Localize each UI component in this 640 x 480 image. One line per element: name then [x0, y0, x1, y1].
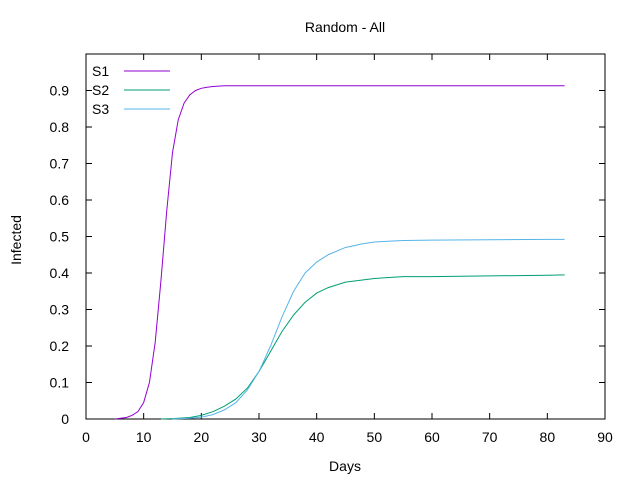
x-tick-label: 20 — [194, 429, 210, 445]
series-line-s2 — [160, 274, 565, 420]
y-tick-label: 0.5 — [50, 229, 70, 245]
legend-label-s1: S1 — [92, 63, 109, 79]
series-line-s3 — [172, 238, 565, 420]
axis-ticks: 0 10 20 30 40 50 60 70 80 90 0 0.1 0.2 0.3 0.4 0.5 0.6 0.… — [50, 54, 613, 445]
legend: S1 S2 S3 — [92, 63, 170, 117]
y-axis-label: Infected — [8, 215, 24, 265]
y-tick-label: 0 — [61, 411, 69, 427]
series-layer — [114, 85, 565, 420]
x-tick-label: 40 — [309, 429, 325, 445]
y-tick-label: 0.9 — [50, 83, 70, 99]
y-tick-label: 0.3 — [50, 302, 70, 318]
x-tick-label: 10 — [136, 429, 152, 445]
legend-label-s3: S3 — [92, 101, 109, 117]
series-line-s1 — [114, 85, 565, 420]
chart-title: Random - All — [305, 19, 385, 35]
y-tick-label: 0.2 — [50, 338, 70, 354]
x-tick-label: 80 — [540, 429, 556, 445]
y-tick-label: 0.7 — [50, 156, 70, 172]
x-tick-label: 60 — [424, 429, 440, 445]
x-tick-label: 50 — [367, 429, 383, 445]
y-tick-label: 0.1 — [50, 375, 70, 391]
x-tick-label: 30 — [251, 429, 267, 445]
x-tick-label: 90 — [597, 429, 613, 445]
x-axis-label: Days — [329, 458, 361, 474]
y-tick-label: 0.6 — [50, 192, 70, 208]
x-tick-label: 70 — [482, 429, 498, 445]
x-tick-label: 0 — [82, 429, 90, 445]
y-tick-label: 0.8 — [50, 119, 70, 135]
y-tick-label: 0.4 — [50, 265, 70, 281]
legend-label-s2: S2 — [92, 82, 109, 98]
